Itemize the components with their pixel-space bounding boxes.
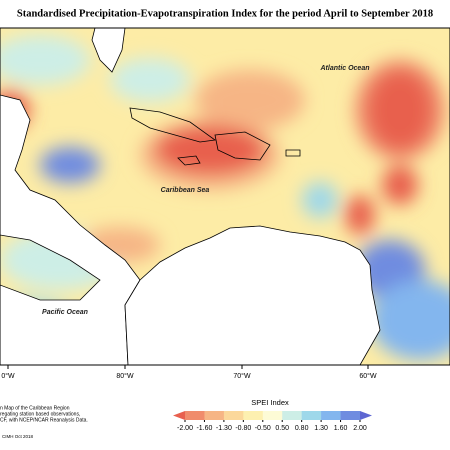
legend-tick-label: 2.00 <box>353 425 367 432</box>
credit: CIMH Oct 2018 <box>2 434 34 439</box>
legend-tick-label: -0.50 <box>255 425 271 432</box>
legend-tick-label: -0.80 <box>235 425 251 432</box>
longitude-label: 80°W <box>116 372 134 380</box>
legend-swatch <box>223 411 244 420</box>
ocean-label: Pacific Ocean <box>42 309 88 316</box>
legend-tick-label: -1.60 <box>196 425 212 432</box>
legend-tick-label: 1.30 <box>314 425 328 432</box>
spei-field <box>0 28 450 365</box>
longitude-label: 70°W <box>233 372 251 380</box>
legend-swatch <box>360 411 372 420</box>
footnote: CF, with NCEP/NCAR Reanalysis Data. <box>0 417 88 423</box>
legend-tick-label: 0.50 <box>275 425 289 432</box>
footnote: n Map of the Caribbean Region <box>0 405 70 411</box>
legend-tick-label: 1.60 <box>334 425 348 432</box>
ocean-label: Atlantic Ocean <box>319 65 369 72</box>
legend-swatch <box>243 411 264 420</box>
legend-swatch <box>282 411 302 420</box>
longitude-label: 60°W <box>359 372 377 380</box>
legend-swatch <box>262 411 283 420</box>
legend-swatch <box>204 411 225 420</box>
legend-swatch <box>321 411 341 420</box>
longitude-label: 0°W <box>1 372 15 380</box>
sea-label: Caribbean Sea <box>161 187 210 194</box>
legend-tick-label: 0.80 <box>295 425 309 432</box>
legend-title: SPEI Index <box>251 398 289 407</box>
legend-swatch <box>301 411 322 420</box>
footnote: regating station based observations, <box>0 411 80 417</box>
legend-swatch <box>185 411 205 420</box>
legend-swatch <box>173 411 185 420</box>
land <box>0 28 381 365</box>
legend-swatch <box>340 411 361 420</box>
map-frame <box>0 27 450 366</box>
legend-tick-label: -1.30 <box>216 425 232 432</box>
legend-tick-label: -2.00 <box>177 425 193 432</box>
title: Standardised Precipitation-Evapotranspir… <box>17 8 433 19</box>
